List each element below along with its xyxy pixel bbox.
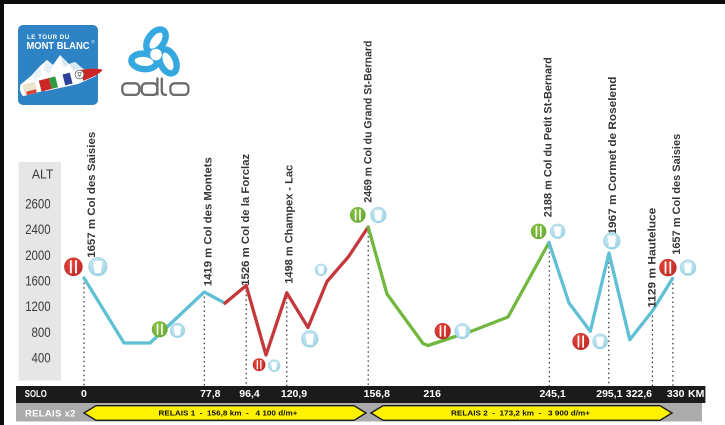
svg-text:1657 m Col des Saisies: 1657 m Col des Saisies (671, 134, 683, 255)
svg-text:KM: KM (688, 388, 705, 400)
svg-text:0: 0 (81, 388, 87, 400)
svg-text:1200: 1200 (25, 299, 51, 314)
svg-text:RELAIS 2 - 173,2 km - 3 9: RELAIS 2 - 173,2 km - 3 900 d/m+ (451, 409, 591, 418)
svg-text:ALT: ALT (32, 167, 54, 181)
svg-text:322,6: 322,6 (626, 388, 652, 400)
svg-text:MONT BLANC: MONT BLANC (27, 41, 90, 52)
svg-text:1419 m Col des Montets: 1419 m Col des Montets (203, 157, 215, 286)
svg-text:156,8: 156,8 (364, 388, 390, 400)
svg-text:330: 330 (667, 388, 685, 400)
svg-text:2000: 2000 (25, 248, 51, 263)
svg-text:1657 m Col des Saisies: 1657 m Col des Saisies (86, 132, 98, 258)
svg-text:245,1: 245,1 (539, 388, 565, 400)
svg-text:2400: 2400 (25, 222, 51, 237)
svg-text:2188 m Col du Petit St-Bernard: 2188 m Col du Petit St-Bernard (543, 57, 555, 217)
svg-text:400: 400 (32, 351, 51, 366)
svg-text:77,8: 77,8 (200, 388, 221, 400)
svg-text:800: 800 (32, 325, 51, 340)
svg-text:295,1: 295,1 (596, 388, 622, 400)
svg-text:96,4: 96,4 (239, 388, 260, 400)
svg-text:2600: 2600 (25, 197, 51, 212)
svg-text:®: ® (92, 39, 96, 45)
svg-text:1967 m Cormet de Roselend: 1967 m Cormet de Roselend (607, 77, 619, 235)
svg-text:1526 m Col de la Forclaz: 1526 m Col de la Forclaz (240, 153, 252, 286)
svg-text:216: 216 (423, 388, 441, 400)
svg-text:RELAIS 1 - 156,8 km - 4 1: RELAIS 1 - 156,8 km - 4 100 d/m+ (159, 409, 299, 418)
svg-text:RELAIS x2: RELAIS x2 (25, 409, 76, 420)
svg-text:1498 m Champex - Lac: 1498 m Champex - Lac (283, 165, 295, 284)
svg-text:1129 m Hauteluce: 1129 m Hauteluce (646, 208, 658, 308)
svg-text:120,9: 120,9 (281, 388, 307, 400)
svg-text:1600: 1600 (25, 274, 51, 289)
svg-text:LE TOUR DU: LE TOUR DU (27, 34, 70, 41)
svg-text:SOLO: SOLO (25, 389, 47, 400)
svg-text:2469 m Col du Grand St-Bernard: 2469 m Col du Grand St-Bernard (362, 41, 374, 203)
